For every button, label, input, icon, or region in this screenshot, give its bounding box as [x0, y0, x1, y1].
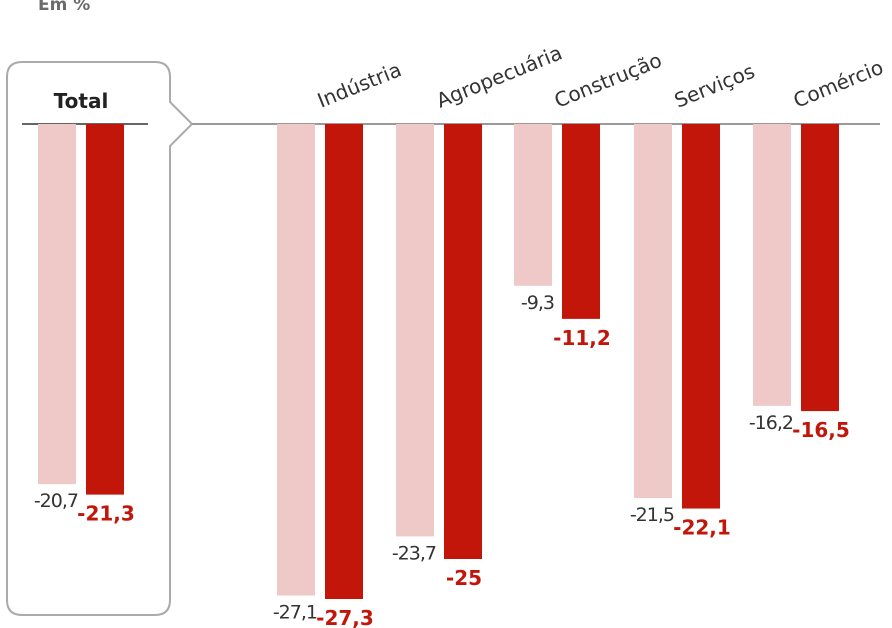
value-label-dark-construcao: -11,2 [553, 326, 611, 350]
value-label-dark-agropecuaria: -25 [446, 566, 482, 590]
value-label-light-comercio: -16,2 [749, 412, 793, 434]
category-label-industria: Indústria [314, 57, 405, 112]
value-label-light-agropecuaria: -23,7 [392, 542, 436, 564]
value-label-dark-comercio: -16,5 [792, 418, 850, 442]
value-label-light-construcao: -9,3 [521, 292, 554, 314]
bar-light-industria [277, 124, 315, 596]
category-label-servicos: Serviços [671, 59, 758, 113]
value-label-dark-servicos: -22,1 [673, 516, 731, 540]
value-label-light-total: -20,7 [34, 490, 78, 512]
bar-dark-servicos [682, 124, 720, 509]
bar-light-total [38, 124, 76, 485]
bar-dark-construcao [562, 124, 600, 319]
value-label-light-servicos: -21,5 [630, 504, 674, 526]
category-label-construcao: Construção [551, 48, 665, 113]
category-label-agropecuaria: Agropecuária [433, 40, 566, 112]
value-label-light-industria: -27,1 [273, 602, 317, 624]
value-label-dark-total: -21,3 [77, 502, 135, 526]
bar-light-comercio [753, 124, 791, 406]
total-title: Total [54, 89, 109, 113]
bar-dark-total [86, 124, 124, 495]
bar-light-agropecuaria [396, 124, 434, 537]
bar-dark-industria [325, 124, 363, 600]
bar-dark-comercio [801, 124, 839, 412]
value-label-dark-industria: -27,3 [316, 606, 374, 628]
bar-light-construcao [514, 124, 552, 286]
bar-light-servicos [634, 124, 672, 499]
category-label-comercio: Comércio [790, 55, 887, 113]
unit-label: Em % [38, 0, 90, 15]
bar-dark-agropecuaria [444, 124, 482, 559]
total-callout-box [6, 61, 194, 616]
